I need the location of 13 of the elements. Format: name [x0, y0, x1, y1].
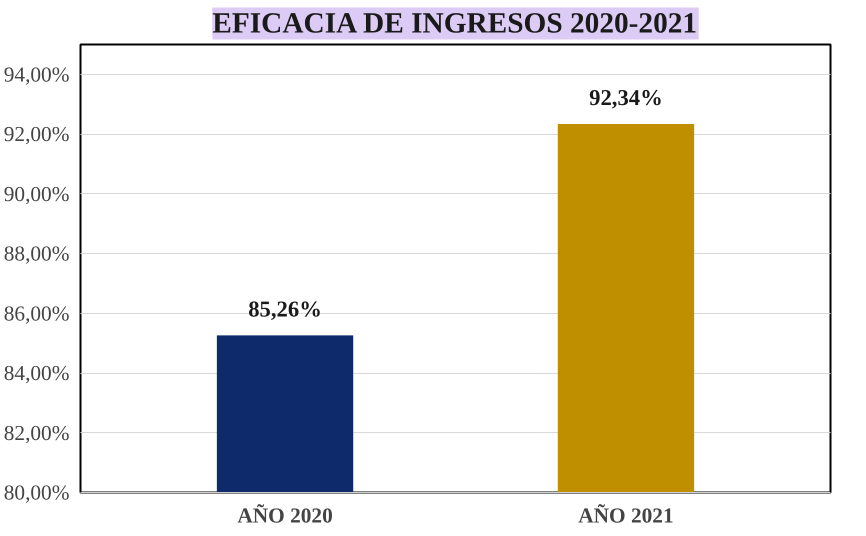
x-tick-label: AÑO 2021 [578, 504, 674, 528]
y-tick-label: 90,00% [4, 182, 70, 206]
y-tick-label: 88,00% [4, 242, 70, 266]
y-tick-label: 94,00% [4, 62, 70, 86]
y-tick-label: 82,00% [4, 420, 70, 445]
y-tick-label: 84,00% [4, 361, 70, 386]
chart-title: EFICACIA DE INGRESOS 2020-2021 [212, 8, 698, 40]
y-tick-label: 80,00% [4, 480, 70, 504]
x-tick-label: AÑO 2020 [237, 504, 333, 528]
data-label: 92,34% [589, 84, 663, 110]
y-tick-label: 92,00% [4, 122, 70, 146]
data-label: 85,26% [248, 296, 322, 322]
y-tick-label: 86,00% [4, 301, 70, 326]
